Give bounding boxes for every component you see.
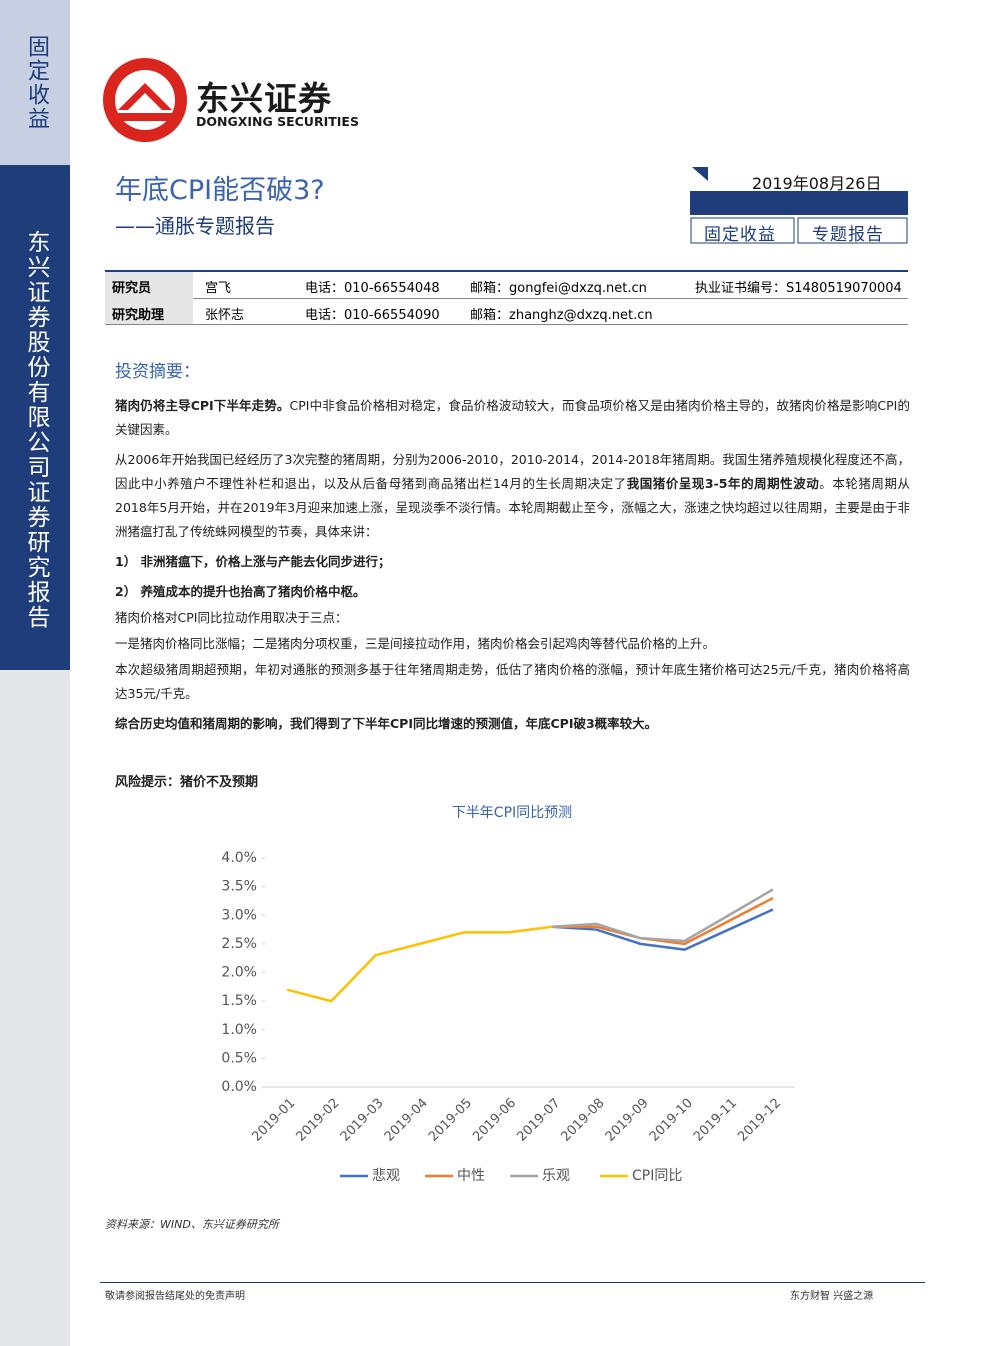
y-tick-label: 2.0% [221, 965, 257, 981]
x-tick-label: 2019-11 [691, 1096, 740, 1145]
text-run: 综合历史均值和猪周期的影响，我们得到了下半年CPI同比增速的预测值，年底CPI破… [115, 716, 658, 731]
legend-label: 悲观 [372, 1167, 400, 1184]
series-line [552, 888, 774, 943]
y-tick-label: 4.0% [221, 850, 257, 866]
table-rule [105, 324, 908, 325]
x-tick-label: 2019-10 [647, 1096, 696, 1145]
y-tick-label: 0.0% [221, 1079, 257, 1095]
title: 年底CPI能否破3? [115, 175, 325, 206]
sidebar-label: 固定收益 [24, 35, 49, 131]
x-tick-label: 2019-05 [426, 1096, 475, 1145]
footer-left: 敬请参阅报告结尾处的免责声明 [105, 1291, 245, 1302]
sidebar-bottom [0, 670, 70, 1346]
text-run: 我国猪价呈现3-5年的周期性波动 [626, 476, 820, 491]
text-run: 一是猪肉价格同比涨幅；二是猪肉分项权重，三是间接拉动作用，猪肉价格会引起鸡肉等替… [115, 636, 716, 651]
logo-english: DONGXING SECURITIES [196, 114, 359, 129]
series-line [286, 925, 553, 1003]
source: 资料来源：WIND、东兴证券研究所 [105, 1218, 279, 1231]
chart-title: 下半年CPI同比预测 [452, 805, 572, 821]
date: 2019年08月26日 [752, 174, 882, 193]
x-tick-label: 2019-02 [294, 1096, 343, 1145]
logo-name: 东兴证券 [196, 79, 332, 118]
text-run: 从2006年开始我国已经经历了3次完整的猪周期，分别为2006-2010，201… [115, 452, 910, 491]
paragraph: 从2006年开始我国已经经历了3次完整的猪周期，分别为2006-2010，201… [115, 448, 910, 544]
logo-mark [103, 58, 187, 142]
sidebar-middle: 东兴证券股份有限公司证券研究报告 [0, 165, 70, 670]
table-rule [105, 298, 908, 299]
chart: 下半年CPI同比预测 0.0% 0.5% 1.0% 1.5% 2.0% 2.5% 3.0% 3… [221, 805, 795, 1184]
text-run: CPI中非食品价格相对稳定，食品价格波动较大，而食品项价格又是由猪肉价格主导的，… [115, 398, 910, 437]
text-run: 1） 非洲猪瘟下，价格上涨与产能去化同步进行； [115, 554, 391, 569]
text-run: 。本轮猪周期从2018年5月开始，并在2019年3月迎来加速上涨，呈现淡季不淡行… [115, 476, 910, 539]
x-tick-label: 2019-09 [603, 1096, 652, 1145]
summary-body: 猪肉仍将主导CPI下半年走势。CPI中非食品价格相对稳定，食品价格波动较大，而食… [115, 394, 910, 742]
header-box [690, 167, 908, 244]
x-tick-label: 2019-08 [559, 1096, 608, 1145]
x-tick-label: 2019-07 [514, 1096, 563, 1145]
paragraph: 一是猪肉价格同比涨幅；二是猪肉分项权重，三是间接拉动作用，猪肉价格会引起鸡肉等替… [115, 632, 910, 656]
table-cell: 研究员 [112, 281, 152, 296]
table-cell: 邮箱：gongfei@dxzq.net.cn [470, 281, 647, 296]
text-run: 猪肉价格对CPI同比拉动作用取决于三点： [115, 610, 348, 625]
y-tick-label: 3.0% [221, 907, 257, 923]
x-tick-label: 2019-03 [338, 1096, 387, 1145]
table-cell: 张怀志 [205, 308, 245, 323]
text-run: 2） 养殖成本的提升也抬高了猪肉价格中枢。 [115, 584, 366, 599]
paragraph: 猪肉价格对CPI同比拉动作用取决于三点： [115, 606, 910, 630]
paragraph: 综合历史均值和猪周期的影响，我们得到了下半年CPI同比增速的预测值，年底CPI破… [115, 712, 910, 736]
x-tick-label: 2019-06 [470, 1096, 519, 1145]
paragraph: 1） 非洲猪瘟下，价格上涨与产能去化同步进行； [115, 550, 910, 574]
series-line [552, 908, 774, 951]
sidebar-top: 固定收益 [0, 0, 70, 165]
tag: 专题报告 [812, 225, 884, 245]
table-cell: 邮箱：zhanghz@dxzq.net.cn [470, 308, 653, 323]
y-tick-label: 0.5% [221, 1050, 257, 1066]
x-tick-label: 2019-01 [249, 1096, 298, 1145]
y-tick-label: 2.5% [221, 936, 257, 952]
risk: 风险提示：猪价不及预期 [115, 775, 259, 790]
x-tick-label: 2019-04 [382, 1096, 431, 1145]
table-cell: 执业证书编号：S1480519070004 [695, 281, 902, 296]
table-cell: 电话：010-66554090 [305, 308, 440, 323]
table-label-bg [105, 272, 193, 324]
y-tick-label: 1.5% [221, 993, 257, 1009]
section-heading: 投资摘要： [115, 362, 200, 382]
legend-label: CPI同比 [632, 1168, 682, 1184]
text-run: 本次超级猪周期超预期，年初对通胀的预测多基于往年猪周期走势，低估了猪肉价格的涨幅… [115, 662, 910, 701]
legend-label: 乐观 [542, 1168, 570, 1184]
footer-rule [100, 1282, 925, 1283]
y-tick-label: 1.0% [221, 1022, 257, 1038]
paragraph: 本次超级猪周期超预期，年初对通胀的预测多基于往年猪周期走势，低估了猪肉价格的涨幅… [115, 658, 910, 706]
sidebar-text: 东兴证券股份有限公司证券研究报告 [23, 230, 49, 630]
table-cell: 宫飞 [205, 281, 232, 296]
paragraph: 2） 养殖成本的提升也抬高了猪肉价格中枢。 [115, 580, 910, 604]
y-tick-label: 3.5% [221, 879, 257, 895]
table-rule [105, 270, 908, 272]
series-line [552, 896, 774, 946]
subtitle: ——通胀专题报告 [115, 214, 275, 238]
table-cell: 研究助理 [112, 308, 165, 323]
text-run: 猪肉仍将主导CPI下半年走势。 [115, 398, 290, 413]
legend-label: 中性 [457, 1168, 485, 1184]
table-cell: 电话：010-66554048 [305, 281, 440, 296]
x-tick-label: 2019-12 [735, 1096, 784, 1145]
tag: 固定收益 [704, 225, 776, 245]
paragraph: 猪肉仍将主导CPI下半年走势。CPI中非食品价格相对稳定，食品价格波动较大，而食… [115, 394, 910, 442]
footer-right: 东方财智 兴盛之源 [790, 1291, 874, 1302]
